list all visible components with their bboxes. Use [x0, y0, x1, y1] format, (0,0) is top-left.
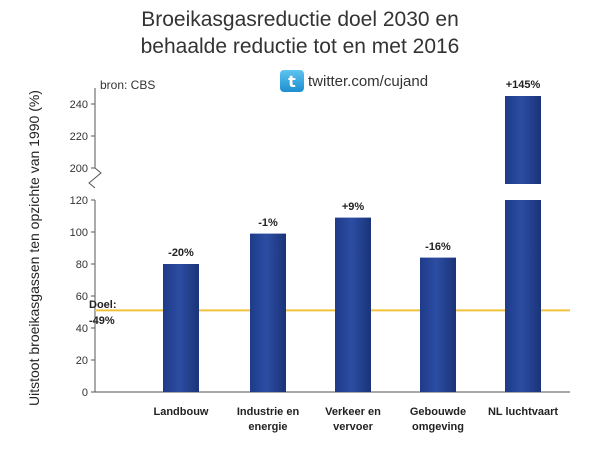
category-label: Landbouw: [153, 406, 209, 418]
source-label: bron: CBS: [100, 78, 156, 92]
twitter-handle: twitter.com/cujand: [308, 72, 429, 90]
y-tick-label: 0: [82, 387, 88, 399]
twitter-credit: t twitter.com/cujand: [280, 70, 428, 92]
category-label: NL luchtvaart: [487, 406, 559, 418]
y-tick-label: 120: [70, 195, 88, 207]
bar: [163, 264, 199, 392]
bar-lower-segment: [505, 200, 541, 392]
title-line-2: behaalde reductie tot en met 2016: [140, 35, 460, 58]
category-label: Gebouwde omgeving: [409, 406, 467, 433]
bar: [335, 217, 371, 392]
goal-label: Doel: -49%: [89, 299, 117, 327]
chart-title: Broeikasgasreductie doel 2030 en behaald…: [0, 6, 600, 60]
data-label: +9%: [341, 200, 365, 213]
bar: [250, 233, 286, 392]
data-label: +145%: [505, 79, 541, 91]
bar-upper-segment: [505, 96, 541, 184]
data-label: -20%: [168, 247, 194, 259]
data-label: -1%: [258, 216, 278, 229]
y-tick-label: 80: [76, 259, 88, 271]
bar: [420, 257, 456, 392]
data-label: -16%: [425, 240, 451, 253]
category-label: Industrie en energie: [236, 406, 300, 433]
y-tick-label: 60: [76, 291, 88, 303]
y-tick-label: 240: [70, 99, 88, 111]
y-tick-label: 100: [70, 227, 88, 239]
y-tick-label: 220: [70, 131, 88, 143]
y-tick-label: 40: [76, 323, 88, 335]
twitter-bird-icon: t: [280, 70, 304, 92]
axis-break-mark: [88, 167, 102, 189]
y-tick-label: 200: [70, 163, 88, 175]
title-line-1: Broeikasgasreductie doel 2030 en: [141, 8, 459, 31]
category-label: Verkeer en vervoer: [325, 406, 381, 433]
y-tick-label: 20: [76, 355, 88, 367]
